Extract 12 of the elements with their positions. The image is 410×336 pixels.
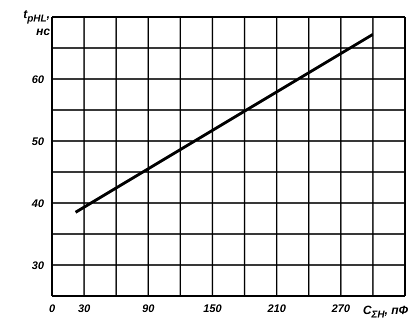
y-axis-title: t$_{pHL}$, нс (22, 7, 50, 38)
y-tick-label: 30 (32, 260, 45, 272)
x-tick-label: 30 (78, 302, 92, 315)
x-tick-label: 150 (203, 302, 223, 315)
x-axis-title: C$_{ΣН}$, пФ (360, 303, 408, 322)
x-tick-label: 210 (266, 302, 287, 315)
y-tick-label: 50 (32, 136, 45, 148)
y-tick-label: 60 (32, 74, 45, 86)
x-tick-label: 270 (330, 302, 351, 315)
x-tick-label: 90 (142, 302, 156, 315)
x-tick-label: 0 (48, 302, 56, 315)
y-tick-label: 40 (30, 198, 45, 210)
